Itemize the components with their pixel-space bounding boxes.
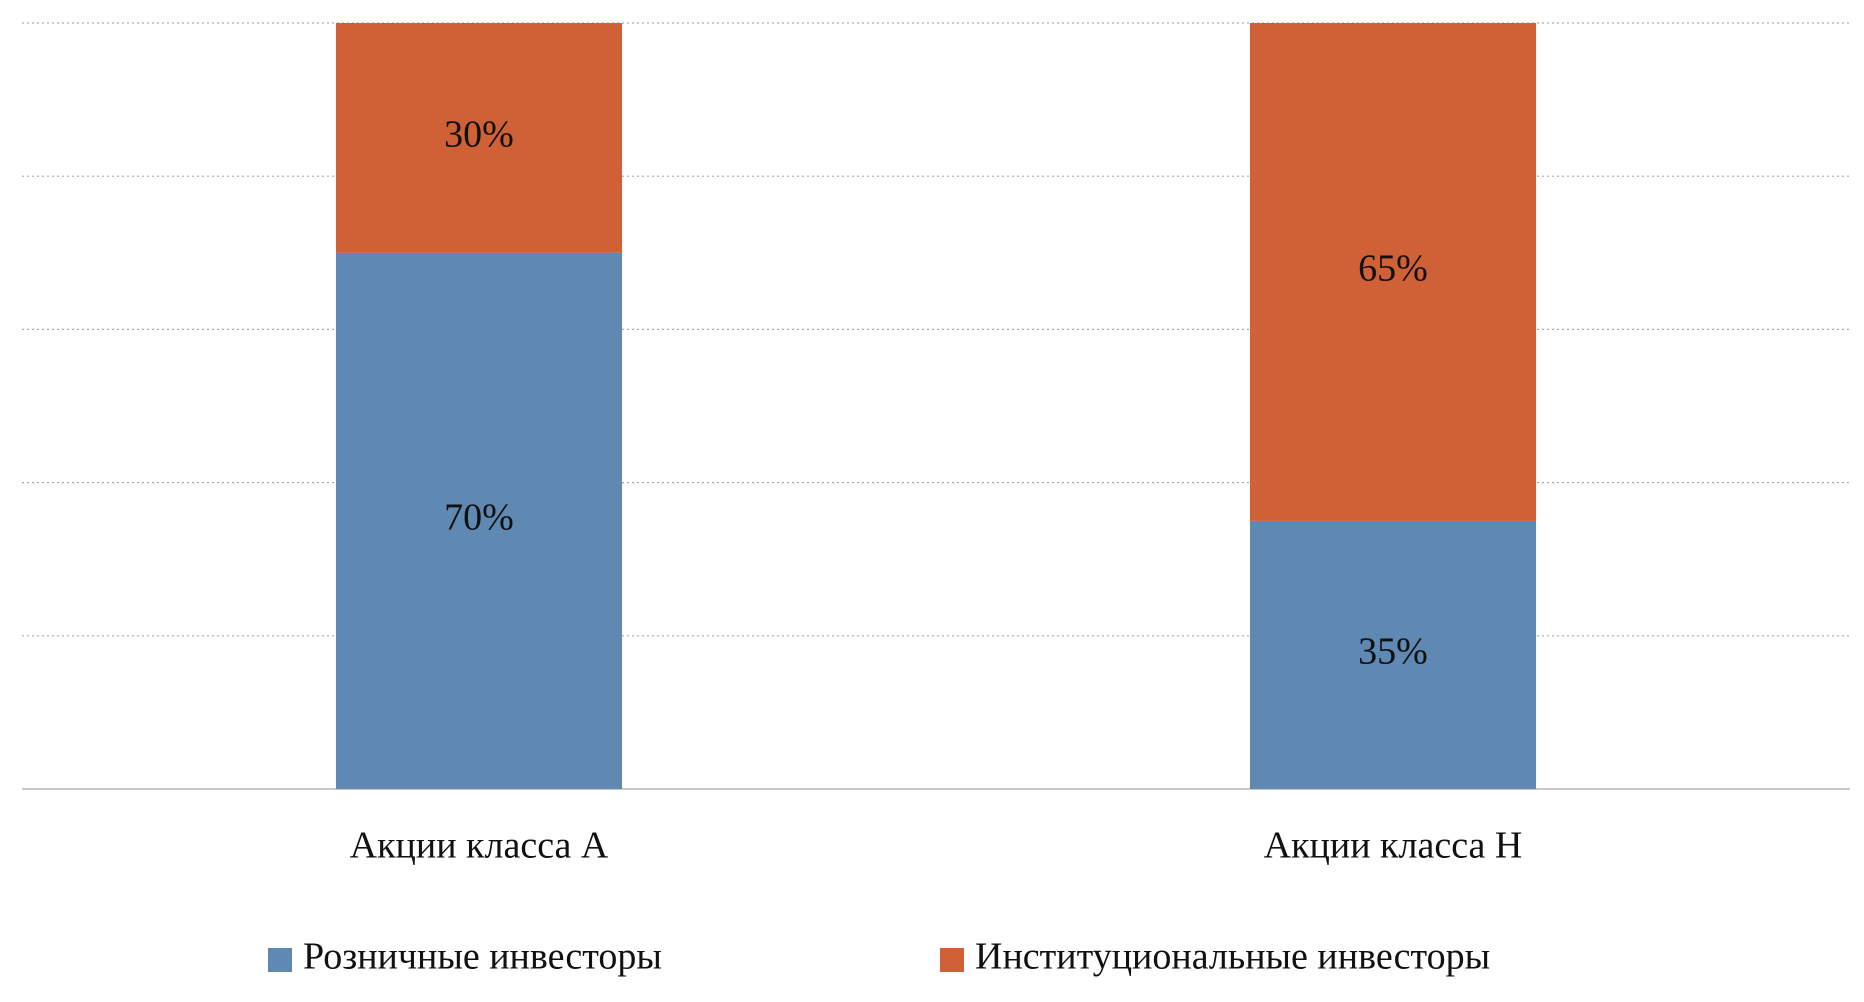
data-label: 30% xyxy=(444,114,514,156)
data-label: 65% xyxy=(1358,248,1428,290)
x-tick-label: Акции класса H xyxy=(1264,825,1523,867)
legend-label: Розничные инвесторы xyxy=(303,936,662,978)
bar-segment xyxy=(1249,520,1537,789)
legend-label: Институциональные инвесторы xyxy=(975,936,1490,978)
data-label: 35% xyxy=(1358,631,1428,673)
bar-segment xyxy=(335,252,623,790)
legend-swatch xyxy=(940,948,964,972)
bar-segment xyxy=(335,23,623,253)
x-tick-label: Акции класса A xyxy=(350,825,609,867)
legend-swatch xyxy=(268,948,292,972)
data-label: 70% xyxy=(444,497,514,539)
bar-segment xyxy=(1249,23,1537,521)
